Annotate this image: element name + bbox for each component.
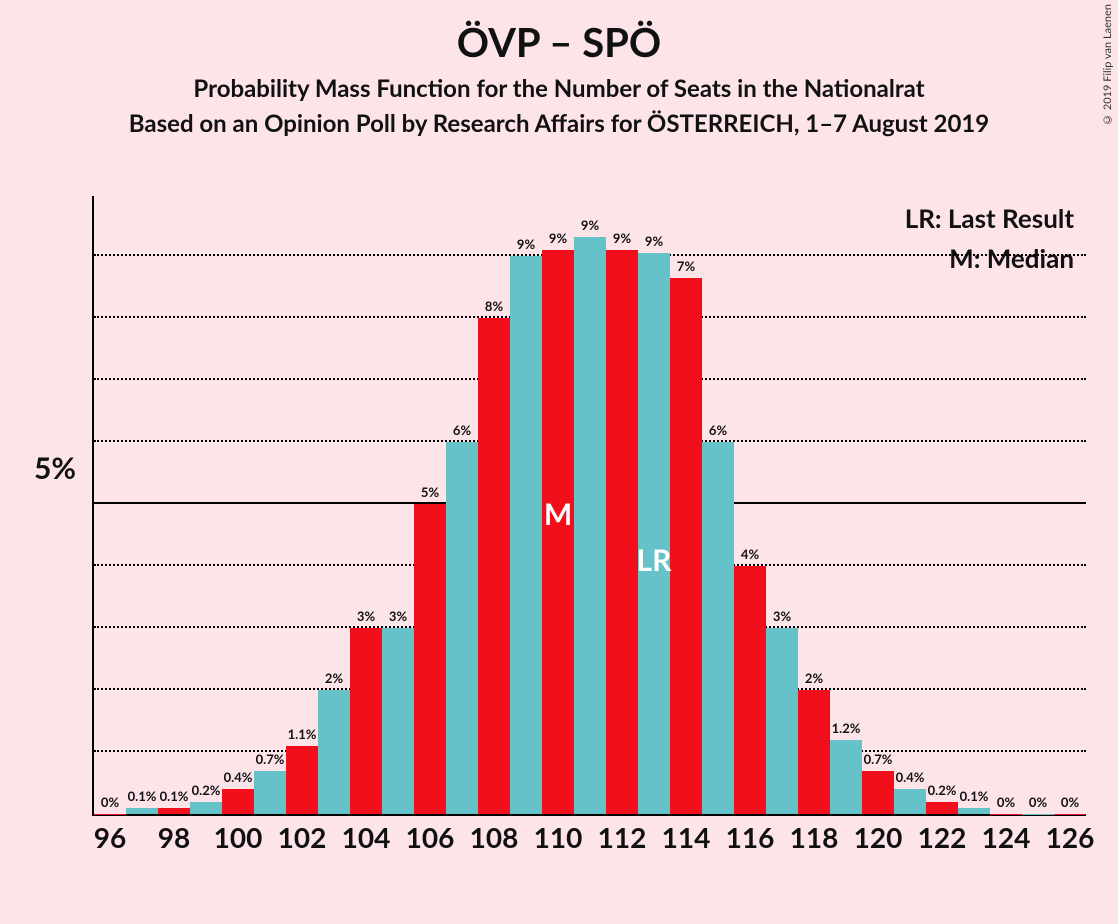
bar xyxy=(606,250,638,814)
bar-value-label: 0.1% xyxy=(128,788,157,804)
bar xyxy=(222,789,254,814)
bar-value-label: 0% xyxy=(1061,794,1079,810)
x-tick: 116 xyxy=(726,820,775,854)
chart-subline: Based on an Opinion Poll by Research Aff… xyxy=(0,109,1118,138)
copyright-text: © 2019 Filip van Laenen xyxy=(1101,4,1114,126)
bar-value-label: 1.1% xyxy=(288,726,317,742)
bar-value-label: 0.1% xyxy=(960,788,989,804)
bar-value-label: 1.2% xyxy=(832,720,861,736)
bar-value-label: 9% xyxy=(581,217,599,233)
bar xyxy=(1022,814,1054,815)
x-tick: 118 xyxy=(790,820,839,854)
bar xyxy=(894,789,926,814)
bar-value-label: 5% xyxy=(421,484,439,500)
bar xyxy=(798,690,830,814)
bar-value-label: 8% xyxy=(485,298,503,314)
bar-value-label: 0.1% xyxy=(160,788,189,804)
bar xyxy=(926,802,958,814)
bar-value-label: 0% xyxy=(1029,794,1047,810)
bar xyxy=(542,250,574,814)
bar-value-label: 0% xyxy=(101,794,119,810)
bars-container: 0%0.1%0.1%0.2%0.4%0.7%1.1%2%3%3%5%6%8%9%… xyxy=(94,196,1086,814)
x-tick: 120 xyxy=(854,820,903,854)
bar-value-label: 2% xyxy=(325,670,343,686)
bar xyxy=(382,628,414,814)
bar-value-label: 0% xyxy=(997,794,1015,810)
x-tick: 110 xyxy=(534,820,583,854)
x-tick: 108 xyxy=(470,820,519,854)
bar xyxy=(350,628,382,814)
bar xyxy=(830,740,862,814)
bar xyxy=(958,808,990,814)
x-tick: 104 xyxy=(342,820,391,854)
bar-value-label: 7% xyxy=(677,258,695,274)
x-tick: 98 xyxy=(158,820,190,854)
annotation-lr: LR xyxy=(637,542,672,578)
bar xyxy=(990,814,1022,815)
bar-value-label: 9% xyxy=(517,236,535,252)
bar xyxy=(286,746,318,814)
x-tick: 124 xyxy=(982,820,1031,854)
bar-value-label: 6% xyxy=(709,422,727,438)
bar xyxy=(1054,814,1086,815)
bar-value-label: 9% xyxy=(549,230,567,246)
bar xyxy=(734,566,766,814)
bar xyxy=(862,771,894,814)
x-tick: 114 xyxy=(662,820,711,854)
bar-value-label: 9% xyxy=(613,230,631,246)
bar-value-label: 4% xyxy=(741,546,759,562)
bar xyxy=(766,628,798,814)
bar-value-label: 6% xyxy=(453,422,471,438)
bar xyxy=(510,256,542,814)
bar-value-label: 3% xyxy=(357,608,375,624)
x-tick: 112 xyxy=(598,820,647,854)
bar xyxy=(318,690,350,814)
bar xyxy=(478,318,510,814)
bar xyxy=(94,814,126,815)
bar xyxy=(126,808,158,814)
bar xyxy=(702,442,734,814)
bar-value-label: 3% xyxy=(389,608,407,624)
bar-value-label: 9% xyxy=(645,233,663,249)
x-tick: 106 xyxy=(406,820,455,854)
bar-value-label: 0.2% xyxy=(192,782,221,798)
x-tick: 122 xyxy=(918,820,967,854)
bar xyxy=(446,442,478,814)
chart-subtitle: Probability Mass Function for the Number… xyxy=(0,74,1118,103)
bar-value-label: 0.4% xyxy=(896,769,925,785)
x-tick: 102 xyxy=(278,820,327,854)
annotation-m: M xyxy=(544,496,572,532)
bar-value-label: 3% xyxy=(773,608,791,624)
bar xyxy=(158,808,190,814)
bar xyxy=(414,504,446,814)
bar-value-label: 2% xyxy=(805,670,823,686)
bar-value-label: 0.7% xyxy=(864,751,893,767)
x-tick: 126 xyxy=(1046,820,1095,854)
bar-value-label: 0.4% xyxy=(224,769,253,785)
x-tick: 100 xyxy=(214,820,263,854)
y-axis-label: 5% xyxy=(34,450,76,486)
chart-title: ÖVP – SPÖ xyxy=(0,0,1118,66)
bar xyxy=(638,253,670,814)
bar xyxy=(670,278,702,814)
chart-area: LR: Last Result M: Median 5% 0%0.1%0.1%0… xyxy=(92,196,1086,816)
x-tick: 96 xyxy=(94,820,126,854)
bar xyxy=(254,771,286,814)
bar-value-label: 0.7% xyxy=(256,751,285,767)
bar xyxy=(190,802,222,814)
bar-value-label: 0.2% xyxy=(928,782,957,798)
bar xyxy=(574,237,606,814)
